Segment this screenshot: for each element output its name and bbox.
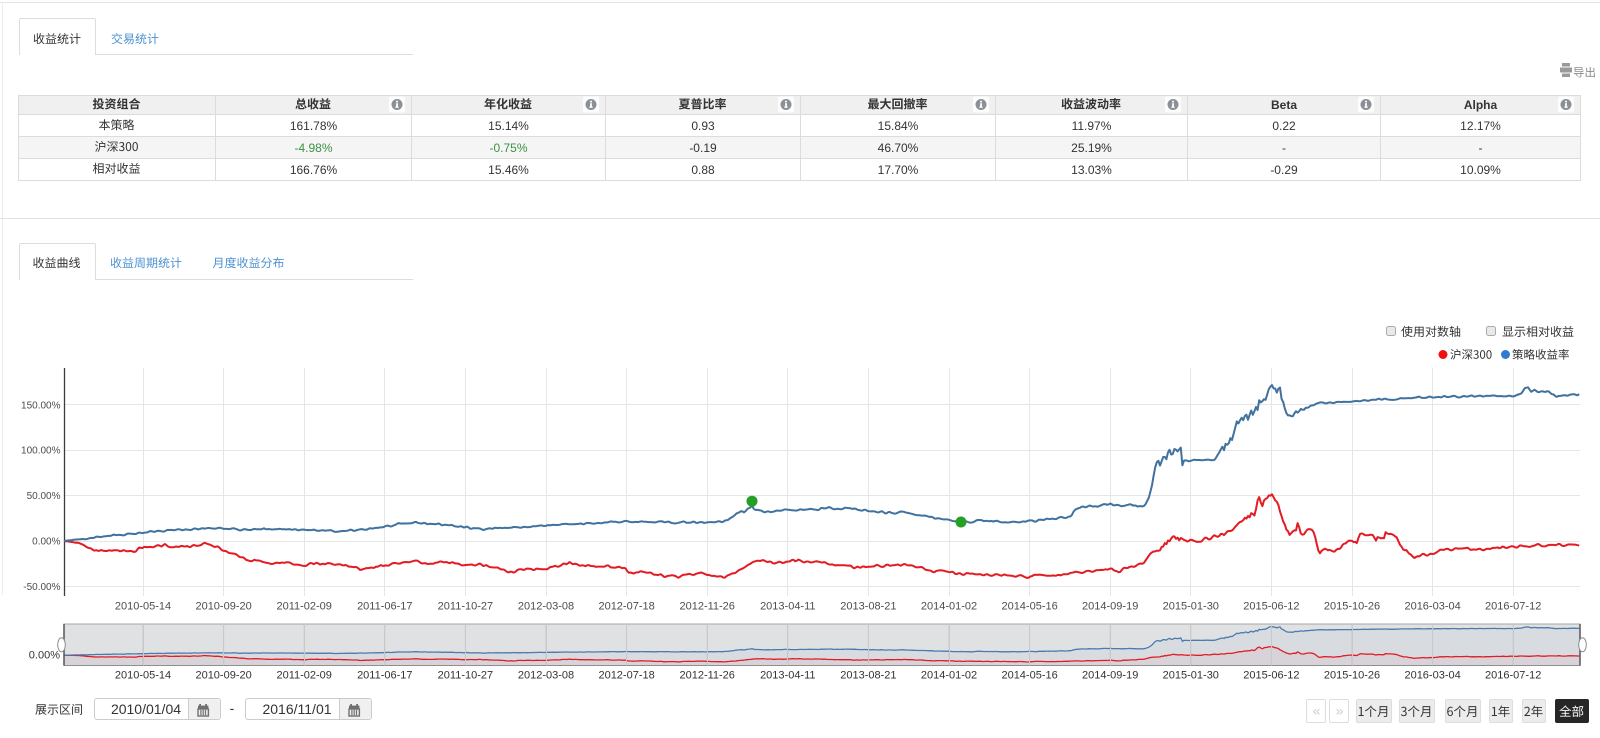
svg-text:2014-09-19: 2014-09-19 (1082, 670, 1138, 682)
svg-text:2015-01-30: 2015-01-30 (1163, 670, 1219, 682)
svg-text:2010-09-20: 2010-09-20 (195, 601, 251, 613)
svg-text:2012-07-18: 2012-07-18 (598, 601, 654, 613)
svg-text:2010-09-20: 2010-09-20 (195, 670, 251, 682)
svg-text:2016-07-12: 2016-07-12 (1485, 670, 1541, 682)
svg-text:2013-08-21: 2013-08-21 (840, 670, 896, 682)
svg-text:2013-08-21: 2013-08-21 (840, 601, 896, 613)
svg-text:2014-01-02: 2014-01-02 (921, 601, 977, 613)
svg-text:2011-02-09: 2011-02-09 (276, 670, 331, 682)
svg-text:2012-07-18: 2012-07-18 (598, 670, 654, 682)
svg-text:2014-01-02: 2014-01-02 (921, 670, 977, 682)
svg-text:2011-02-09: 2011-02-09 (276, 601, 331, 613)
svg-text:2011-10-27: 2011-10-27 (438, 670, 493, 682)
svg-text:2015-10-26: 2015-10-26 (1324, 670, 1380, 682)
svg-text:2015-06-12: 2015-06-12 (1243, 670, 1299, 682)
svg-text:2016-07-12: 2016-07-12 (1485, 601, 1541, 613)
svg-text:2016-03-04: 2016-03-04 (1404, 670, 1460, 682)
svg-text:2015-10-26: 2015-10-26 (1324, 601, 1380, 613)
svg-text:2010-05-14: 2010-05-14 (115, 601, 171, 613)
svg-text:2013-04-11: 2013-04-11 (760, 670, 815, 682)
svg-text:2012-11-26: 2012-11-26 (679, 601, 734, 613)
svg-text:2011-06-17: 2011-06-17 (357, 670, 412, 682)
svg-text:0.00%: 0.00% (29, 650, 60, 662)
svg-text:2013-04-11: 2013-04-11 (760, 601, 815, 613)
svg-text:2010-05-14: 2010-05-14 (115, 670, 171, 682)
svg-text:2011-06-17: 2011-06-17 (357, 601, 412, 613)
svg-text:2016-03-04: 2016-03-04 (1404, 601, 1460, 613)
svg-text:50.00%: 50.00% (27, 491, 61, 502)
svg-text:2014-09-19: 2014-09-19 (1082, 601, 1138, 613)
svg-text:2012-11-26: 2012-11-26 (679, 670, 734, 682)
svg-text:0.00%: 0.00% (32, 537, 60, 548)
svg-text:2015-06-12: 2015-06-12 (1243, 601, 1299, 613)
svg-text:-50.00%: -50.00% (23, 582, 60, 593)
svg-text:100.00%: 100.00% (21, 446, 61, 457)
svg-text:«: « (1313, 703, 1321, 719)
svg-text:2012-03-08: 2012-03-08 (518, 601, 574, 613)
svg-text:2011-10-27: 2011-10-27 (438, 601, 493, 613)
svg-text:150.00%: 150.00% (21, 400, 61, 411)
svg-text:2014-05-16: 2014-05-16 (1001, 670, 1057, 682)
svg-text:2015-01-30: 2015-01-30 (1163, 601, 1219, 613)
svg-text:2014-05-16: 2014-05-16 (1001, 601, 1057, 613)
svg-text:»: » (1336, 703, 1344, 719)
svg-text:2012-03-08: 2012-03-08 (518, 670, 574, 682)
